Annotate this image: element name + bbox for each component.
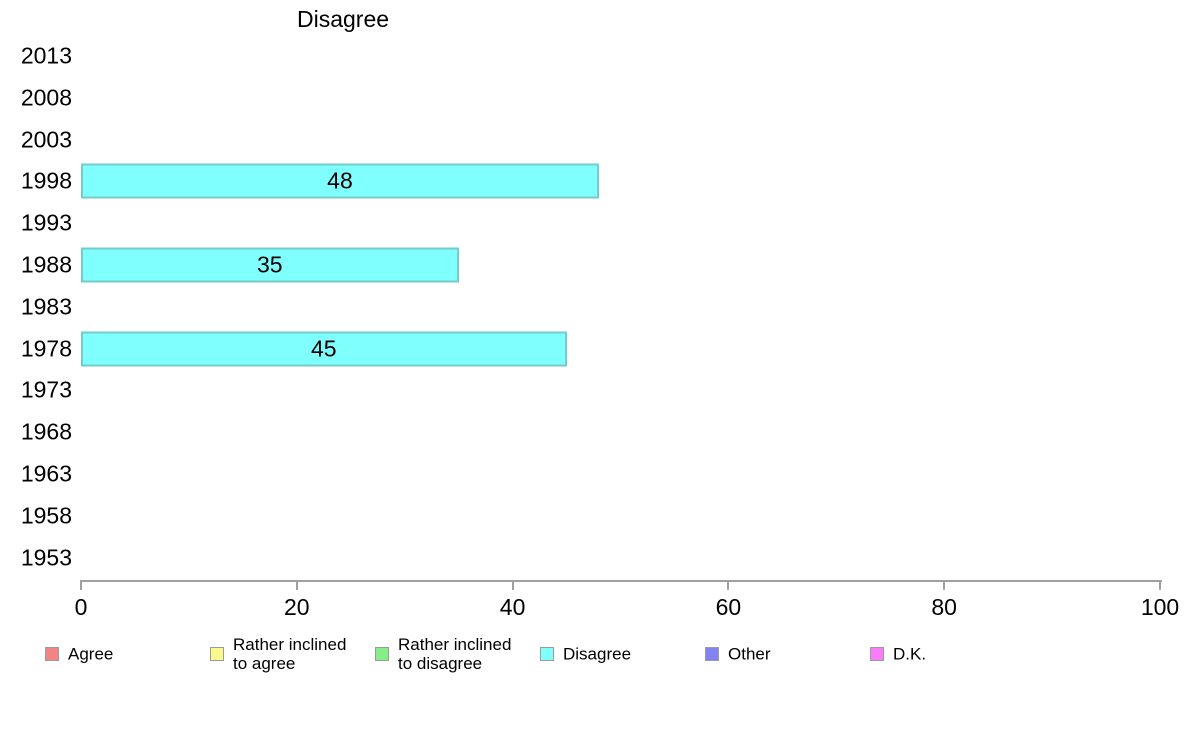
x-axis-tick-label: 20 bbox=[284, 594, 310, 620]
y-axis-label: 1998 bbox=[20, 167, 72, 194]
legend-label: Rather inclined to agree bbox=[233, 635, 347, 673]
y-axis-label: 1958 bbox=[20, 502, 72, 529]
y-axis-label: 1993 bbox=[20, 209, 72, 236]
legend-label: Disagree bbox=[563, 644, 632, 664]
x-axis-tick bbox=[511, 580, 514, 590]
legend-label: D.K. bbox=[893, 644, 927, 664]
legend-label: Other bbox=[728, 644, 771, 664]
y-axis-label: 2008 bbox=[20, 84, 72, 111]
y-axis-label: 1978 bbox=[20, 335, 72, 362]
y-axis-label: 1973 bbox=[20, 376, 72, 403]
bar-value-label: 48 bbox=[327, 167, 353, 194]
x-axis-tick bbox=[727, 580, 730, 590]
legend-label: Agree bbox=[68, 644, 114, 664]
x-axis-tick-label: 100 bbox=[1140, 594, 1180, 620]
bar: 48 bbox=[81, 163, 599, 199]
bar-value-label: 35 bbox=[257, 251, 283, 278]
y-axis-label: 1988 bbox=[20, 251, 72, 278]
bar-value-label: 45 bbox=[310, 335, 337, 362]
legend-swatch bbox=[870, 647, 884, 661]
x-axis-tick bbox=[295, 580, 298, 590]
y-axis-label: 2003 bbox=[20, 126, 72, 153]
legend-swatch bbox=[45, 647, 59, 661]
y-axis-label: 1963 bbox=[20, 460, 72, 487]
x-axis-tick-label: 80 bbox=[931, 594, 957, 620]
x-axis-tick-label: 60 bbox=[715, 594, 742, 620]
y-axis-label: 1983 bbox=[20, 293, 72, 320]
x-axis-line bbox=[81, 580, 1162, 582]
x-axis-tick bbox=[1159, 580, 1161, 590]
legend-swatch bbox=[375, 647, 389, 661]
x-axis-tick bbox=[943, 580, 946, 590]
y-axis-label: 1968 bbox=[20, 418, 72, 445]
y-axis-label: 1953 bbox=[20, 544, 72, 571]
chart-title: Disagree bbox=[296, 6, 390, 32]
legend-swatch bbox=[705, 647, 719, 661]
legend-swatch bbox=[210, 647, 224, 661]
legend-swatch bbox=[540, 647, 554, 661]
legend-label: Rather inclined to disagree bbox=[398, 635, 512, 673]
bar: 35 bbox=[81, 247, 459, 283]
x-axis-tick-label: 0 bbox=[74, 594, 88, 620]
x-axis-tick-label: 40 bbox=[499, 594, 526, 620]
y-axis-label: 2013 bbox=[20, 42, 72, 69]
bar: 45 bbox=[81, 331, 567, 367]
x-axis-tick bbox=[80, 580, 82, 590]
